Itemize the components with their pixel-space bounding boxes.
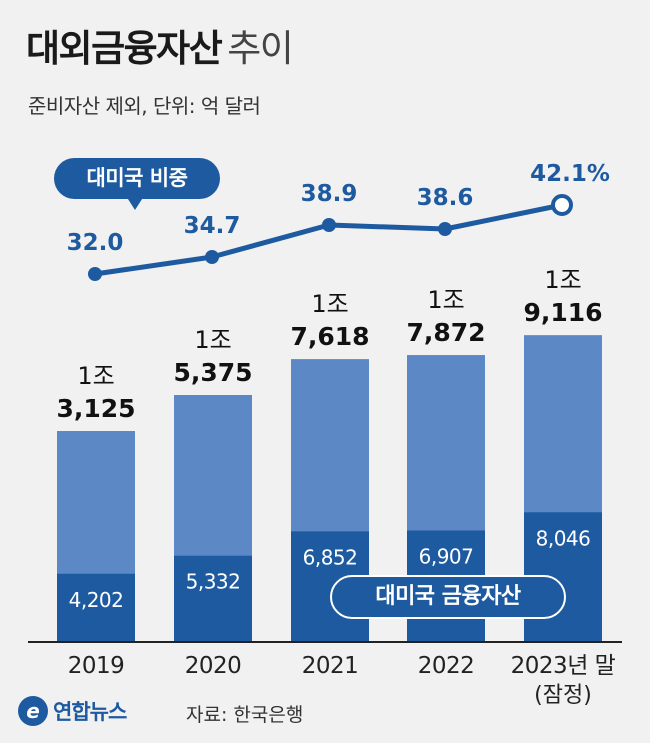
total-label-value: 7,872 xyxy=(406,318,485,347)
total-label-top: 1조 xyxy=(194,326,231,354)
share-point xyxy=(205,250,219,264)
total-label-top: 1조 xyxy=(311,290,348,318)
total-label-value: 9,116 xyxy=(523,298,602,327)
x-axis-baseline xyxy=(28,641,622,643)
x-tick-label: 2022 xyxy=(418,653,475,679)
share-value-label: 34.7 xyxy=(184,213,241,239)
share-point xyxy=(551,194,573,216)
title-main-text: 대외금융자산 xyxy=(26,27,223,70)
share-value-label: 38.9 xyxy=(301,181,358,207)
bar-us-2020 xyxy=(174,555,252,641)
us-value-label: 6,907 xyxy=(419,544,474,568)
share-label-pointer xyxy=(126,196,144,210)
us-value-label: 4,202 xyxy=(69,588,124,612)
bar-us-2019 xyxy=(57,573,135,641)
total-label-value: 7,618 xyxy=(290,322,369,351)
total-label-value: 3,125 xyxy=(56,394,135,423)
share-point xyxy=(438,222,452,236)
source-note: 자료: 한국은행 xyxy=(186,704,304,726)
share-series-label: 대미국 비중 xyxy=(54,158,220,199)
logo-mark-icon: e xyxy=(18,696,48,726)
x-tick-label: 2021 xyxy=(302,653,359,679)
total-label-value: 5,375 xyxy=(173,358,252,387)
x-tick-label: 2023년 말 xyxy=(511,653,616,679)
share-point xyxy=(322,218,336,232)
x-tick-label: 2020 xyxy=(185,653,242,679)
total-label-top: 1조 xyxy=(77,362,114,390)
subtitle: 준비자산 제외, 단위: 억 달러 xyxy=(28,94,261,118)
share-line xyxy=(94,202,563,277)
share-value-label: 38.6 xyxy=(417,185,474,211)
total-label-top: 1조 xyxy=(544,266,581,294)
yonhap-logo: e 연합뉴스 xyxy=(18,694,127,728)
page-title: 대외금융자산 추이 xyxy=(26,18,294,72)
title-sub-text: 추이 xyxy=(227,27,294,70)
share-value-label: 32.0 xyxy=(67,230,124,256)
x-tick-label: 2019 xyxy=(68,653,125,679)
share-point xyxy=(88,267,102,281)
share-value-label: 42.1% xyxy=(530,161,610,187)
us-value-label: 5,332 xyxy=(186,570,241,594)
logo-text: 연합뉴스 xyxy=(53,700,127,724)
us-value-label: 8,046 xyxy=(536,526,591,550)
total-label-top: 1조 xyxy=(427,286,464,314)
us-value-label: 6,852 xyxy=(303,545,358,569)
x-tick-note: (잠정) xyxy=(534,683,592,708)
us-assets-series-label: 대미국 금융자산 xyxy=(330,575,566,619)
